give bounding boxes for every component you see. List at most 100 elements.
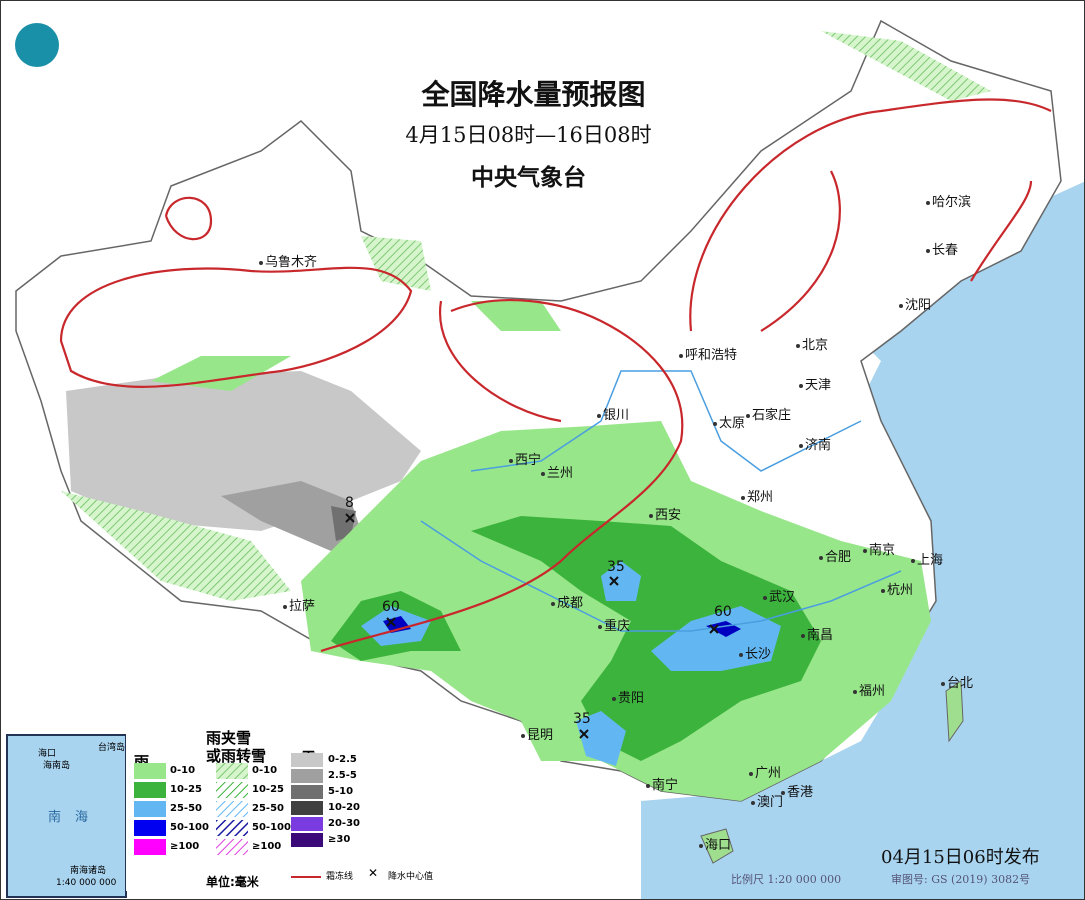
legend-swatch-mixed	[216, 839, 248, 855]
legend-swatch-snow	[291, 769, 323, 783]
rain-0-10-north	[151, 301, 561, 391]
inset-label: 南海	[48, 810, 103, 825]
city-label: 杭州	[881, 579, 913, 598]
legend-label-snow: ≥30	[328, 834, 351, 845]
legend-swatch-rain	[134, 820, 166, 836]
issue-time: 04月15日06时发布	[881, 847, 1040, 868]
legend-label-snow: 2.5-5	[328, 770, 357, 781]
city-label: 成都	[551, 592, 583, 611]
legend-swatch-snow	[291, 753, 323, 767]
review-number: 审图号: GS (2019) 3082号	[891, 873, 1031, 886]
city-label: 澳门	[751, 791, 783, 810]
city-label: 昆明	[521, 724, 553, 743]
city-label: 贵阳	[612, 687, 644, 706]
map-scale: 比例尺 1:20 000 000	[731, 873, 842, 886]
city-label: 哈尔滨	[926, 191, 971, 210]
city-label: 天津	[799, 374, 831, 393]
legend-swatch-snow	[291, 817, 323, 831]
legend-label-rain: ≥100	[170, 841, 200, 852]
legend-swatch-rain	[134, 763, 166, 779]
legend-label-snow: 0-2.5	[328, 754, 357, 765]
legend-label-mixed: ≥100	[252, 841, 282, 852]
precip-center-markers	[345, 513, 719, 739]
city-label: 合肥	[819, 546, 851, 565]
city-label: 福州	[853, 680, 885, 699]
legend-unit: 单位:毫米	[206, 875, 259, 889]
inset-label: 海南岛	[43, 761, 71, 771]
snow-0-2.5	[66, 371, 421, 531]
legend-label-mixed: 50-100	[252, 822, 291, 833]
city-label: 广州	[749, 762, 781, 781]
city-label: 石家庄	[746, 404, 791, 423]
inset-label: 台湾岛	[98, 743, 126, 753]
city-label: 郑州	[741, 486, 773, 505]
inset-scale: 1:40 000 000	[56, 878, 117, 888]
legend-swatch-mixed	[216, 820, 248, 836]
city-label: 长沙	[739, 643, 771, 662]
precip-center-value: 8	[345, 495, 354, 511]
city-label: 拉萨	[283, 595, 315, 614]
inset-label: 海口	[38, 749, 57, 759]
city-label: 西宁	[509, 449, 541, 468]
center-marker-icon: ✕	[368, 866, 379, 880]
legend-swatch-mixed	[216, 801, 248, 817]
legend-swatch-snow	[291, 785, 323, 799]
city-label: 南宁	[646, 774, 678, 793]
city-label: 香港	[781, 781, 813, 800]
precip-center-value: 35	[607, 559, 625, 575]
issuer: 中央气象台	[471, 165, 586, 191]
city-label: 南昌	[801, 624, 833, 643]
legend-swatch-snow	[291, 801, 323, 815]
snow-2.5-5	[221, 481, 361, 551]
frost-lines	[59, 98, 1052, 653]
city-label: 台北	[941, 672, 973, 691]
legend-label-snow: 20-30	[328, 818, 360, 829]
legend-label-snow: 5-10	[328, 786, 354, 797]
sea-area	[641, 181, 1084, 899]
city-label: 北京	[796, 334, 828, 353]
city-label: 太原	[713, 412, 745, 431]
city-label: 南京	[863, 539, 895, 558]
city-label: 西安	[649, 504, 681, 523]
legend-label-mixed: 10-25	[252, 784, 284, 795]
rain-25-50-c	[576, 711, 626, 766]
legend-label-rain: 50-100	[170, 822, 209, 833]
city-label: 呼和浩特	[679, 344, 737, 363]
forecast-period: 4月15日08时—16日08时	[405, 123, 652, 147]
precip-center-value: 35	[573, 711, 591, 727]
yangtze-river	[420, 520, 902, 632]
legend-swatch-snow	[291, 833, 323, 847]
legend-swatch-rain	[134, 782, 166, 798]
map-title: 全国降水量预报图	[421, 78, 646, 111]
south-china-sea-inset: 海口 海南岛 台湾岛 南海 南海诸岛 1:40 000 000	[6, 734, 127, 898]
legend-mixed-title: 雨夹雪	[206, 729, 252, 747]
mixed-0-10	[61, 491, 291, 601]
city-label: 长春	[926, 239, 958, 258]
city-label: 济南	[799, 434, 831, 453]
frost-line-swatch	[291, 876, 321, 878]
city-label: 重庆	[598, 615, 630, 634]
city-label: 武汉	[763, 586, 795, 605]
mixed-0-10-north	[361, 31, 991, 291]
city-label: 银川	[597, 404, 629, 423]
legend-label-rain: 10-25	[170, 784, 202, 795]
yellow-river	[470, 370, 862, 472]
legend-label-rain: 25-50	[170, 803, 202, 814]
rain-25-50-b	[601, 561, 641, 601]
legend-swatch-mixed	[216, 763, 248, 779]
frost-line-label: 霜冻线	[326, 872, 354, 882]
legend-swatch-rain	[134, 839, 166, 855]
legend-label-snow: 10-20	[328, 802, 360, 813]
city-label: 兰州	[541, 462, 573, 481]
legend-mixed-title-2: 或雨转雪	[206, 747, 267, 765]
city-label: 海口	[699, 834, 731, 853]
rain-10-25	[471, 516, 821, 761]
legend: 雨 雨夹雪 或雨转雪 雪 0-100-1010-2510-2525-5025-5…	[126, 723, 456, 891]
legend-label-rain: 0-10	[170, 765, 196, 776]
cma-logo	[15, 23, 59, 67]
legend-swatch-rain	[134, 801, 166, 817]
inset-label: 南海诸岛	[70, 866, 107, 876]
legend-swatch-mixed	[216, 782, 248, 798]
